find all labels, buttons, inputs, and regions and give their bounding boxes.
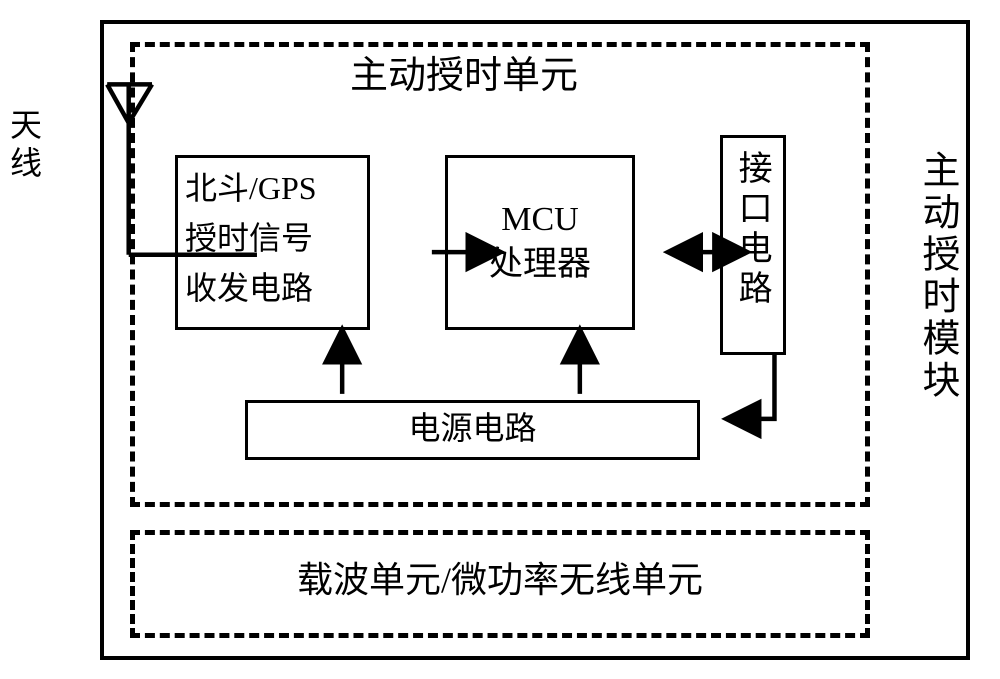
mcu-line2: 处理器 (445, 245, 635, 284)
beidou-gps-line1: 北斗/GPS (185, 170, 360, 207)
beidou-gps-line3: 收发电路 (185, 270, 360, 307)
interface-label: 接口电路 (732, 150, 771, 310)
beidou-gps-line2: 授时信号 (185, 220, 360, 257)
mcu-block (445, 155, 635, 330)
antenna-char2: 线 (6, 144, 46, 182)
antenna-char1: 天 (6, 106, 46, 144)
active-unit-label: 主动授时单元 (350, 55, 578, 99)
outer-module-label: 主动授时模块 (914, 150, 958, 402)
antenna-label: 天 线 (6, 106, 46, 183)
carrier-unit-label: 载波单元/微功率无线单元 (160, 560, 840, 601)
power-label: 电源电路 (245, 410, 700, 447)
diagram-root: 主动授时模块 主动授时单元 载波单元/微功率无线单元 北斗/GPS 授时信号 收… (100, 20, 970, 660)
mcu-line1: MCU (445, 200, 635, 239)
